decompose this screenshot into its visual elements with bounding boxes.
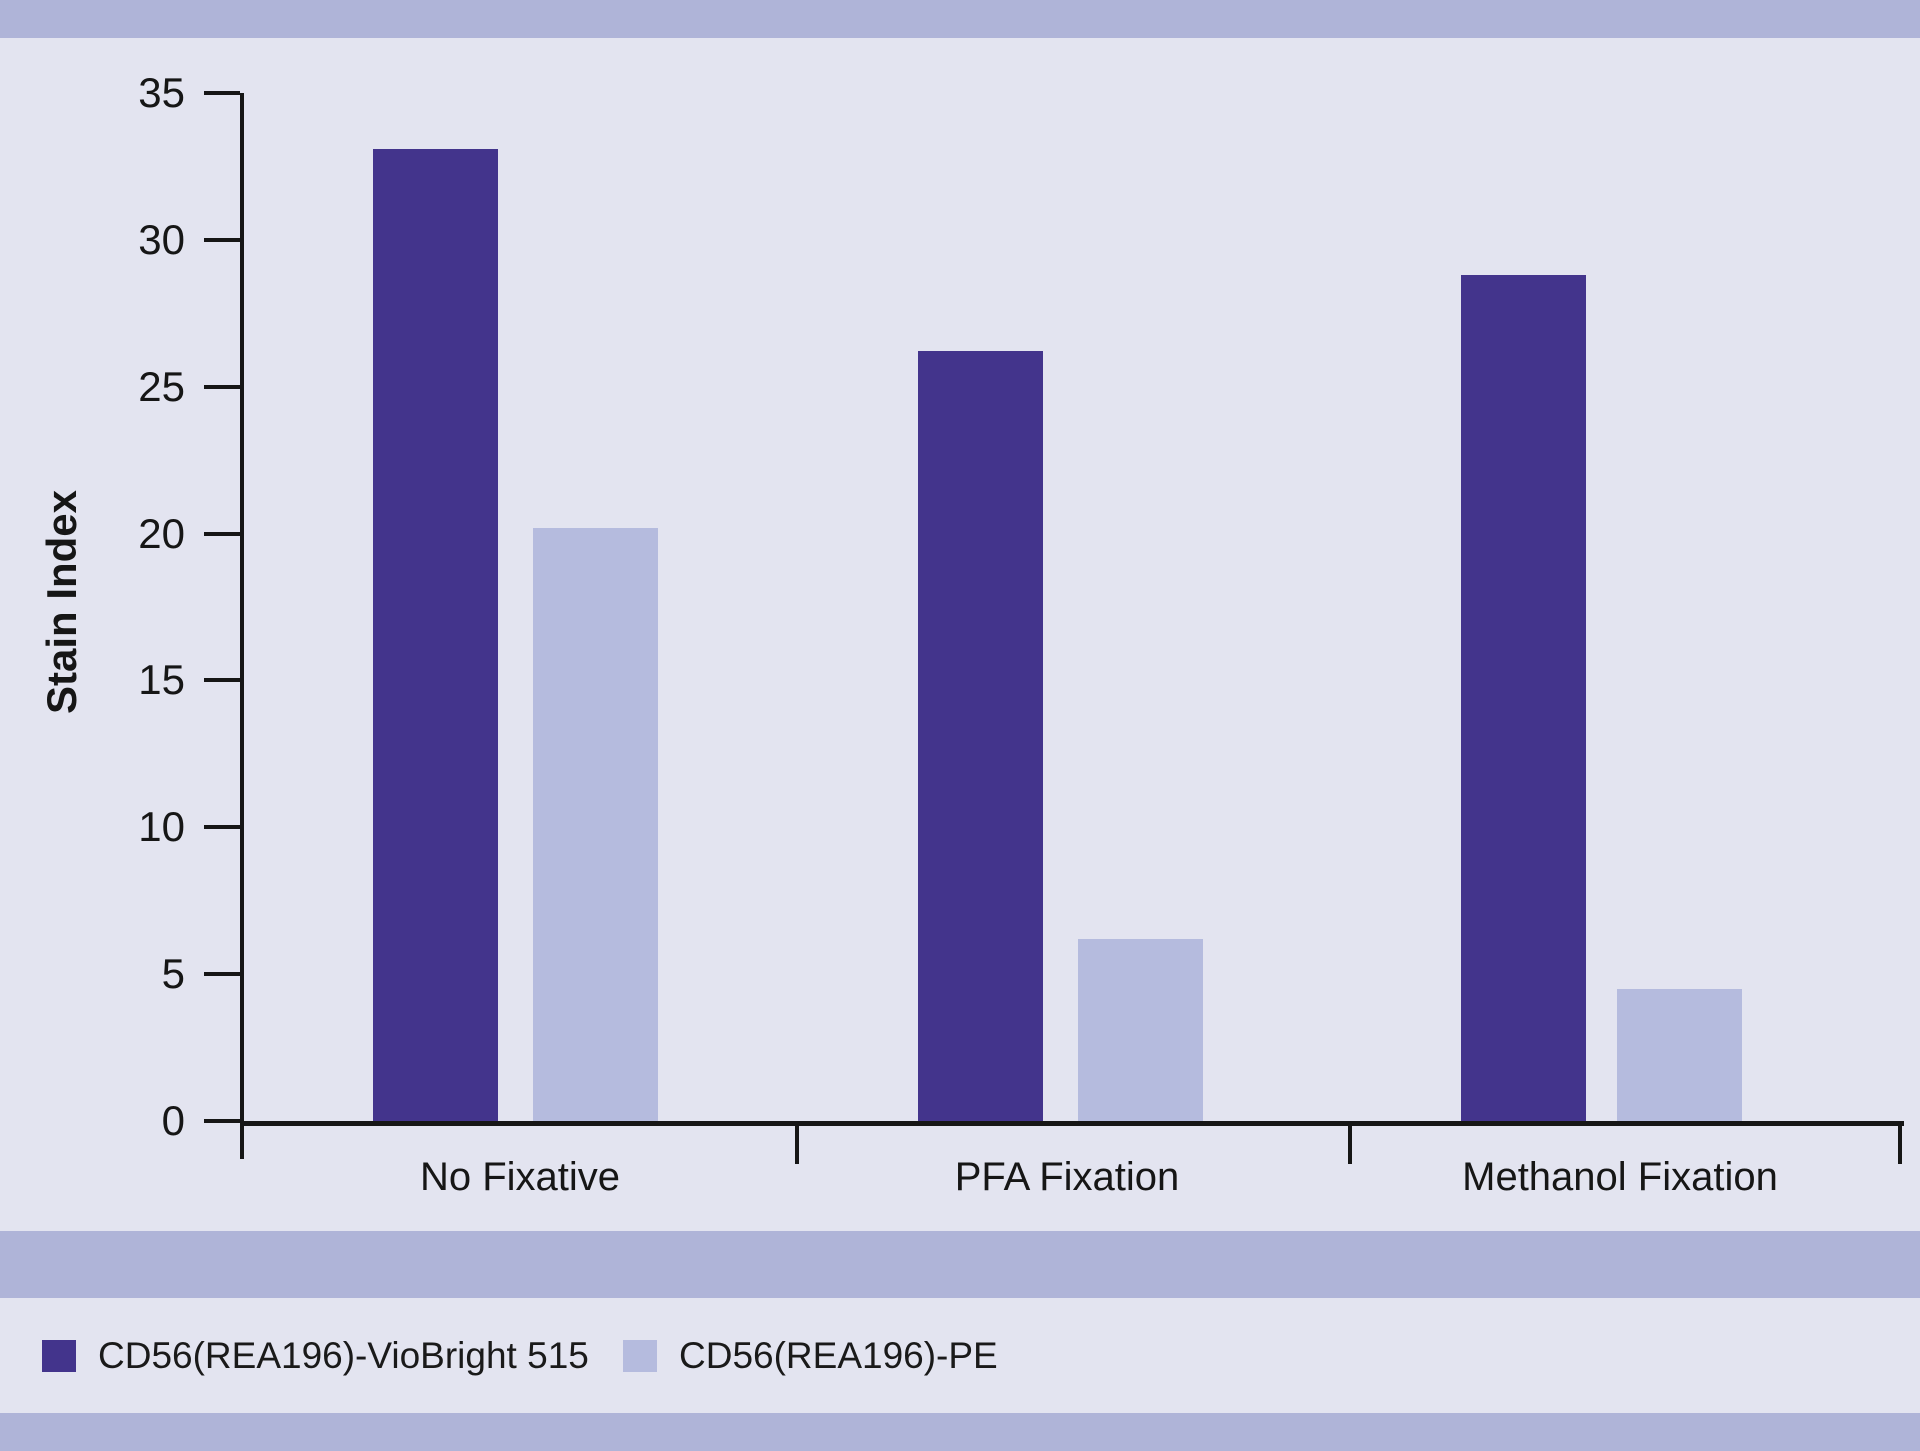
y-tick-label-20: 20	[138, 510, 185, 557]
y-tick-label-5: 5	[161, 950, 185, 997]
legend-item-pe: CD56(REA196)-PE	[623, 1298, 998, 1413]
y-tick-15	[204, 678, 240, 682]
x-tick-3	[1898, 1121, 1902, 1164]
y-tick-5	[204, 972, 240, 976]
x-category-label-3: Methanol Fixation	[1462, 1155, 1778, 1199]
x-tick-2	[1348, 1121, 1352, 1164]
legend-swatch-viobright	[42, 1339, 76, 1372]
x-category-label-1: No Fixative	[419, 1155, 621, 1199]
y-tick-35	[204, 91, 240, 95]
y-axis-line	[240, 93, 244, 1159]
bar-viobright-1	[373, 149, 498, 1121]
x-category-label-2: PFA Fixation	[954, 1155, 1180, 1199]
y-tick-25	[204, 385, 240, 389]
y-tick-label-15: 15	[138, 656, 185, 703]
y-tick-label-10: 10	[138, 803, 185, 850]
bar-viobright-2	[918, 351, 1043, 1121]
legend: CD56(REA196)-VioBright 515 CD56(REA196)-…	[0, 1298, 1920, 1413]
bottom-band	[0, 1413, 1920, 1451]
y-tick-30	[204, 238, 240, 242]
x-axis-line	[240, 1121, 1904, 1126]
legend-label-viobright: CD56(REA196)-VioBright 515	[98, 1334, 589, 1376]
x-tick-1	[795, 1121, 799, 1164]
bar-pe-1	[533, 528, 658, 1121]
bar-pe-3	[1617, 989, 1742, 1121]
y-tick-10	[204, 825, 240, 829]
legend-swatch-pe	[623, 1339, 657, 1372]
y-tick-label-0: 0	[161, 1097, 185, 1144]
legend-label-pe: CD56(REA196)-PE	[679, 1334, 998, 1376]
y-tick-label-25: 25	[138, 363, 185, 410]
bar-viobright-3	[1461, 275, 1586, 1121]
bar-pe-2	[1078, 939, 1203, 1121]
y-tick-20	[204, 532, 240, 536]
y-tick-label-30: 30	[138, 216, 185, 263]
mid-band	[0, 1231, 1920, 1298]
top-band	[0, 0, 1920, 38]
legend-item-viobright: CD56(REA196)-VioBright 515	[42, 1298, 589, 1413]
y-tick-0	[204, 1119, 240, 1123]
y-tick-label-35: 35	[138, 69, 185, 116]
